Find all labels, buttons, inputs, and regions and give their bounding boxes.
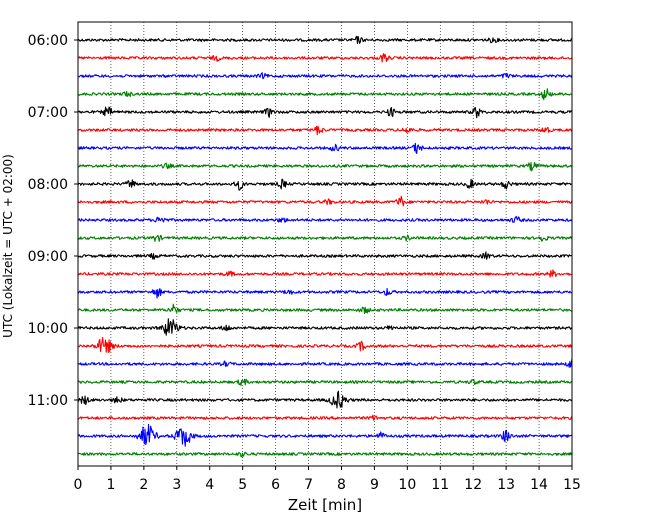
seismic-trace (77, 251, 573, 260)
x-tick-label: 2 (139, 477, 148, 493)
x-tick-label: 11 (431, 477, 449, 493)
seismic-trace (77, 106, 573, 119)
seismic-trace (77, 35, 573, 44)
x-tick-label: 6 (271, 477, 280, 493)
seismic-trace (77, 234, 573, 242)
seismic-trace (77, 215, 573, 223)
seismic-trace (77, 378, 573, 386)
y-tick-label: 10:00 (28, 321, 68, 337)
x-tick-label: 4 (205, 477, 214, 493)
seismic-trace (77, 125, 573, 136)
x-tick-label: 5 (238, 477, 247, 493)
seismic-trace (77, 451, 573, 458)
x-tick-label: 12 (464, 477, 482, 493)
x-tick-label: 0 (74, 477, 83, 493)
seismic-trace (77, 53, 573, 63)
x-axis-ticks: 0 1 2 3 4 5 6 7 8 9 10 11 12 13 14 15 (74, 466, 581, 493)
seismic-trace (78, 303, 573, 315)
x-tick-label: 7 (304, 477, 313, 493)
x-axis-label: Zeit [min] (288, 496, 362, 514)
x-tick-label: 8 (337, 477, 346, 493)
y-tick-label: 11:00 (28, 393, 68, 409)
y-axis-ticks: 06:00 07:00 08:00 09:00 10:00 11:00 (28, 33, 78, 409)
seismic-trace (77, 178, 573, 191)
y-tick-label: 08:00 (28, 177, 68, 193)
x-tick-label: 9 (370, 477, 379, 493)
seismic-trace (77, 88, 573, 101)
x-tick-label: 15 (563, 477, 581, 493)
x-tick-label: 1 (106, 477, 115, 493)
seismic-trace (77, 414, 573, 421)
seismic-trace (77, 423, 573, 447)
seismic-trace (77, 195, 573, 207)
seismic-trace (77, 318, 573, 336)
seismic-trace (77, 358, 573, 368)
seismic-traces (77, 35, 573, 458)
y-axis-label: UTC (Lokalzeit = UTC + 02:00) (1, 154, 15, 338)
x-grid (110, 22, 540, 466)
x-tick-label: 3 (172, 477, 181, 493)
seismic-trace (77, 336, 573, 354)
x-tick-label: 10 (398, 477, 416, 493)
y-tick-label: 09:00 (28, 249, 68, 265)
seismic-trace (77, 390, 573, 409)
x-tick-label: 13 (497, 477, 515, 493)
seismic-trace (77, 161, 573, 172)
seismic-trace (77, 269, 573, 278)
seismic-trace (77, 142, 573, 154)
x-tick-label: 14 (530, 477, 548, 493)
seismic-trace (77, 287, 573, 299)
seismic-trace (77, 72, 573, 80)
y-tick-label: 07:00 (28, 105, 68, 121)
y-tick-label: 06:00 (28, 33, 68, 49)
plot-frame (77, 21, 573, 467)
